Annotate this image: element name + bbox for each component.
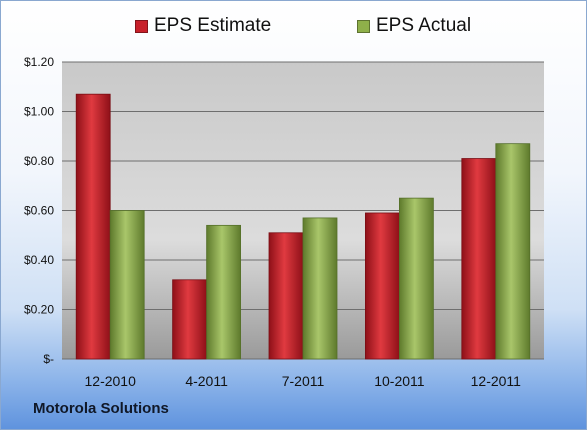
bar-eps-estimate (75, 93, 111, 360)
bar-eps-estimate (172, 279, 208, 360)
bar-eps-estimate (364, 212, 400, 360)
company-name: Motorola Solutions (33, 400, 169, 417)
bar-eps-estimate (461, 158, 497, 360)
x-tick-label: 7-2011 (282, 373, 325, 389)
y-tick-label: $0.20 (24, 303, 54, 317)
x-tick-label: 4-2011 (185, 373, 228, 389)
x-tick-label: 12-2010 (85, 373, 137, 389)
bar-eps-actual (302, 217, 338, 360)
legend-item-eps-actual: EPS Actual (357, 15, 471, 37)
bar-eps-actual (398, 197, 434, 360)
bar-eps-actual (495, 143, 531, 360)
legend-swatch-eps-estimate (135, 19, 148, 33)
legend-label-eps-actual: EPS Actual (376, 15, 472, 36)
bar-eps-actual (206, 224, 242, 360)
y-tick-label: $1.20 (24, 55, 54, 69)
y-tick-label: $0.60 (24, 204, 54, 218)
x-tick-label: 12-2011 (471, 373, 522, 389)
bar-eps-actual (109, 210, 145, 360)
bar-eps-estimate (268, 232, 304, 360)
legend-item-eps-estimate: EPS Estimate (135, 15, 271, 37)
y-tick-label: $0.80 (24, 154, 54, 168)
legend-label-eps-estimate: EPS Estimate (154, 15, 272, 36)
y-tick-label: $1.00 (24, 105, 54, 119)
y-tick-label: $- (43, 352, 54, 366)
x-tick-label: 10-2011 (374, 373, 425, 389)
y-tick-label: $0.40 (24, 253, 54, 267)
legend-swatch-eps-actual (357, 19, 370, 33)
